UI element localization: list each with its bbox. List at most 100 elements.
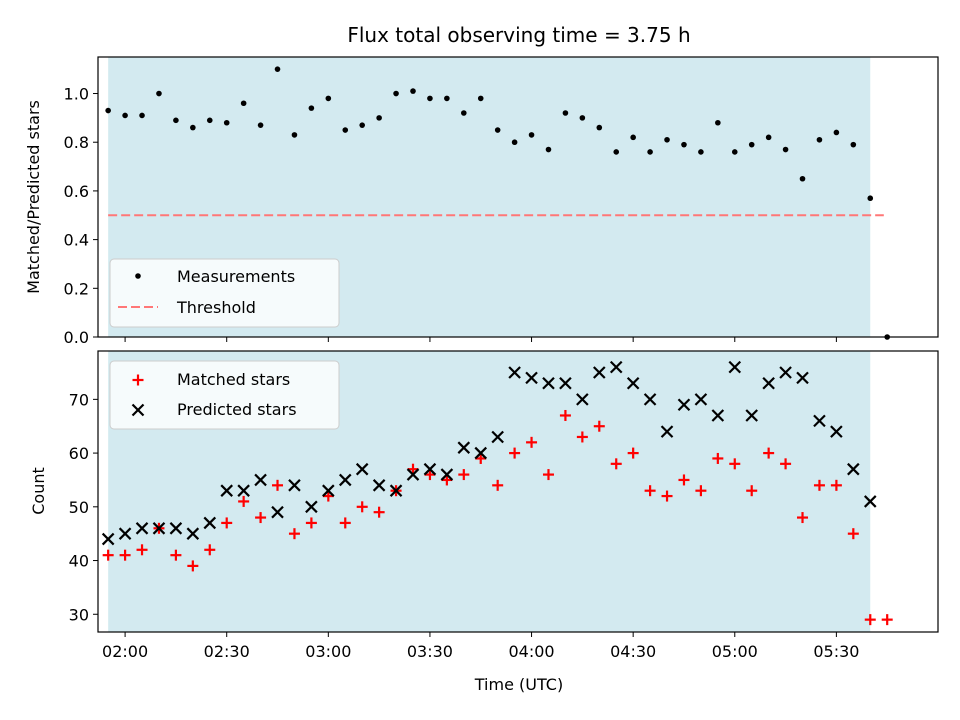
bottom-y-tick-label: 30 <box>69 605 89 624</box>
predicted-star-point <box>728 360 742 374</box>
measurement-point <box>342 127 349 133</box>
bottom-y-tick-label: 60 <box>69 444 89 463</box>
predicted-star-point <box>423 462 437 476</box>
bottom-y-ticks: 30 40 50 60 70 <box>69 390 98 624</box>
matched-star-point <box>170 549 182 561</box>
measurement-point <box>613 149 620 155</box>
predicted-star-point <box>440 468 454 481</box>
matched-star-point <box>339 517 351 529</box>
predicted-star-point <box>626 376 640 390</box>
matched-star-point <box>797 512 809 524</box>
legend-matched-marker <box>132 374 144 386</box>
legend-predicted-label: Predicted stars <box>177 400 297 419</box>
matched-star-point <box>526 436 538 448</box>
measurement-point <box>359 122 365 128</box>
predicted-star-point <box>220 484 233 497</box>
legend-measurements-label: Measurements <box>177 267 295 286</box>
top-panel-frame <box>97 56 939 338</box>
predicted-star-point <box>609 360 623 374</box>
predicted-star-point <box>796 371 809 385</box>
predicted-star-point <box>508 366 521 379</box>
matched-star-point <box>746 485 758 497</box>
measurement-point <box>664 136 670 143</box>
predicted-star-point <box>660 425 674 438</box>
measurement-point <box>630 134 636 141</box>
matched-star-point <box>475 452 487 464</box>
measurement-point <box>461 110 467 116</box>
matched-star-point <box>559 409 571 421</box>
bottom-x-ticks: 02:00 02:30 03:00 03:30 04:00 04:30 05:00 05:30 <box>102 632 859 661</box>
predicted-star-point <box>779 366 792 379</box>
predicted-star-point <box>559 376 572 390</box>
predicted-star-point <box>491 430 504 444</box>
matched-star-point <box>441 474 453 486</box>
matched-star-point <box>644 485 656 497</box>
measurement-point <box>206 117 213 124</box>
predicted-star-point <box>576 393 589 406</box>
matched-star-point <box>458 469 470 481</box>
matched-star-point <box>830 479 842 491</box>
predicted-star-point <box>525 371 538 385</box>
matched-star-point <box>204 544 216 556</box>
predicted-star-point <box>203 516 217 530</box>
predicted-star-point <box>813 414 826 428</box>
matched-star-point <box>373 506 385 518</box>
matched-star-point <box>288 528 300 540</box>
measurement-point <box>325 95 332 102</box>
chart-title: Flux total observing time = 3.75 h <box>347 23 690 47</box>
matched-star-point <box>136 544 148 556</box>
x-tick-label: 05:30 <box>813 642 859 661</box>
matched-star-point <box>593 420 605 432</box>
predicted-star-point <box>118 527 132 540</box>
legend-matched-label: Matched stars <box>177 370 290 389</box>
measurement-point <box>308 105 315 111</box>
x-tick-label: 02:00 <box>102 642 148 661</box>
predicted-star-point <box>338 473 352 487</box>
predicted-star-point <box>457 441 471 454</box>
measurement-point <box>223 119 230 126</box>
top-legend-box <box>109 258 340 328</box>
measurement-point <box>444 95 450 102</box>
matched-star-point <box>255 512 267 524</box>
measurement-point <box>173 117 179 124</box>
measurement-point <box>291 132 298 138</box>
measurement-point <box>867 195 874 202</box>
matched-star-point <box>305 517 317 529</box>
bottom-panel-frame <box>97 350 939 633</box>
x-tick-label: 02:30 <box>204 642 250 661</box>
top-x-ticks <box>124 337 837 342</box>
matched-star-point <box>780 458 792 470</box>
matched-star-point <box>187 560 199 572</box>
measurement-point <box>748 141 755 148</box>
matched-star-point <box>119 549 131 561</box>
top-y-tick-label: 1.0 <box>64 85 89 104</box>
matched-star-point <box>322 490 334 502</box>
predicted-star-point <box>474 446 488 460</box>
matched-star-point <box>661 490 673 502</box>
measurement-point <box>427 95 433 102</box>
legend-predicted-marker <box>131 403 145 417</box>
matched-star-point <box>102 549 114 561</box>
measurement-point <box>765 134 772 141</box>
measurement-point <box>681 141 687 148</box>
matched-star-point <box>356 501 368 513</box>
bottom-panel: 02:00 02:30 03:00 03:30 04:00 04:30 05:00 05:30… <box>29 350 939 694</box>
predicted-star-point <box>254 473 267 487</box>
predicted-star-point <box>711 409 725 422</box>
measurement-point <box>782 146 789 153</box>
legend-measurements-marker <box>135 273 141 279</box>
measurement-point <box>156 90 162 97</box>
predicted-star-point <box>677 398 691 412</box>
predicted-star-point <box>406 468 420 481</box>
legend-predicted-glyph <box>131 403 145 417</box>
measurement-point <box>105 107 111 114</box>
top-panel: 0.0 0.2 0.4 0.6 0.8 1.0 Matched/Predicted sta… <box>24 56 939 347</box>
measurement-point <box>731 149 738 155</box>
predicted-star-point <box>186 527 200 540</box>
top-legend: Measurements Threshold <box>109 258 340 328</box>
measurement-point <box>393 90 399 97</box>
predicted-star-point <box>745 409 758 422</box>
predicted-star-point <box>762 376 775 390</box>
top-y-tick-label: 0.6 <box>64 182 89 201</box>
x-tick-label: 04:00 <box>508 642 554 661</box>
